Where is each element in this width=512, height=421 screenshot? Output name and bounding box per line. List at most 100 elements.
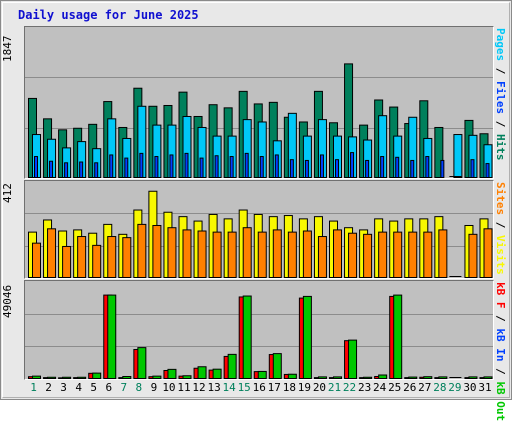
sites-bar-day-15	[242, 227, 252, 278]
x-tick-label: 20	[312, 381, 327, 394]
legend-entry: kB In	[494, 328, 507, 362]
kbout-bar-day-14	[227, 353, 237, 379]
x-tick-label: 7	[120, 381, 128, 394]
hits-chart-svg	[25, 63, 493, 178]
files-bar-day-12	[199, 157, 204, 178]
legend-entry: /	[494, 61, 507, 81]
kbout-bar-day-6	[107, 294, 117, 379]
files-bar-day-9	[154, 156, 159, 178]
sites-bar-day-14	[227, 231, 237, 278]
x-tick-label: 30	[463, 381, 477, 394]
x-tick-label: 3	[60, 381, 67, 394]
kbout-bar-day-11	[182, 375, 192, 379]
kbout-bar-day-27	[423, 376, 433, 379]
files-bar-day-3	[64, 162, 69, 178]
sites-bar-day-8	[137, 223, 147, 278]
files-bar-day-5	[94, 162, 99, 178]
files-bar-day-16	[259, 156, 264, 178]
x-tick-label: 25	[388, 381, 402, 394]
legend-entry: /	[494, 308, 507, 329]
x-tick-label: 19	[297, 381, 312, 394]
legend-entry: /	[494, 114, 507, 134]
files-bar-day-10	[169, 154, 174, 178]
x-tick-label: 17	[267, 381, 281, 394]
kbout-bar-day-9	[152, 375, 162, 379]
sites-bar-day-5	[92, 244, 102, 278]
legend-entry: kB F	[494, 282, 507, 309]
x-tick-label: 27	[418, 381, 432, 394]
x-tick-label: 1	[30, 381, 37, 394]
sites-bar-day-20	[317, 236, 327, 278]
files-bar-day-25	[395, 156, 400, 178]
files-bar-day-1	[34, 156, 38, 178]
kbout-bar-day-13	[212, 368, 222, 379]
sites-bar-day-11	[182, 229, 192, 278]
x-tick-label: 24	[373, 381, 387, 394]
kbout-bar-day-21	[333, 376, 342, 379]
legend-entry: Pages	[494, 28, 507, 62]
hits-legend: Pages / Files / Hits	[493, 28, 511, 176]
x-tick-label: 22	[342, 381, 357, 394]
files-bar-day-8	[139, 152, 144, 178]
sites-bar-day-18	[287, 231, 297, 278]
sites-bar-day-10	[167, 227, 177, 278]
sites-legend: Sites / Visits	[493, 182, 511, 277]
kbout-bar-day-17	[272, 353, 282, 379]
files-bar-day-19	[304, 159, 309, 178]
files-bar-day-11	[184, 152, 189, 178]
sites-chart-svg	[25, 190, 493, 278]
kbout-bar-day-19	[302, 295, 312, 379]
legend-entry: Files	[494, 81, 507, 115]
sites-bar-day-31	[483, 228, 493, 278]
files-bar-day-26	[410, 159, 415, 178]
files-bar-day-23	[365, 159, 370, 178]
legend-entry: Visits	[494, 235, 507, 275]
kbout-bar-day-18	[287, 373, 297, 379]
legend-entry: Hits	[494, 134, 507, 161]
kbout-bar-day-16	[257, 370, 267, 379]
files-bar-day-17	[274, 154, 279, 178]
legend-entry: Sites	[494, 182, 507, 216]
x-tick-label: 10	[162, 381, 176, 394]
files-bar-day-24	[380, 156, 385, 178]
files-bar-day-14	[229, 156, 234, 178]
files-bar-day-13	[214, 155, 219, 178]
sites-ymax-label: 412	[1, 183, 14, 203]
sites-bar-day-24	[378, 231, 388, 278]
legend-entry: /	[494, 361, 507, 382]
kbout-bar-day-31	[483, 376, 493, 379]
x-tick-label: 6	[105, 381, 113, 394]
kbout-bar-day-10	[167, 368, 177, 379]
x-tick-label: 26	[403, 381, 417, 394]
files-bar-day-30	[470, 159, 475, 178]
x-tick-label: 4	[75, 381, 82, 394]
kbout-bar-day-25	[393, 294, 403, 379]
kb-legend: kB F / kB In / kB Out	[493, 282, 511, 421]
pages-bar-day-29	[453, 134, 463, 178]
x-tick-label: 13	[207, 381, 221, 394]
files-bar-day-21	[335, 159, 339, 178]
hits-panel	[24, 26, 494, 179]
sites-bar-day-4	[77, 236, 87, 278]
x-tick-label: 18	[282, 381, 296, 394]
sites-bar-day-16	[257, 231, 267, 278]
sites-bar-day-9	[152, 224, 162, 278]
x-tick-label: 11	[177, 381, 191, 394]
legend-entry: kB Out	[494, 381, 507, 421]
kbout-bar-day-26	[408, 376, 418, 379]
chart-frame-bevel	[2, 2, 510, 398]
files-bar-day-22	[350, 152, 355, 178]
kbout-bar-day-4	[77, 376, 87, 379]
files-bar-day-18	[289, 159, 294, 178]
kb-ymax-label: 49046	[1, 284, 14, 318]
kb-chart-svg	[25, 294, 493, 379]
x-tick-label: 16	[252, 381, 266, 394]
x-tick-label: 8	[135, 381, 143, 394]
sites-bar-day-27	[423, 231, 433, 278]
kbout-bar-day-24	[378, 374, 388, 379]
kbout-bar-day-5	[92, 372, 102, 379]
kbout-bar-day-23	[363, 376, 373, 379]
hits-bar-day-28	[434, 126, 444, 178]
x-tick-label: 15	[237, 381, 251, 394]
sites-panel	[24, 180, 494, 279]
